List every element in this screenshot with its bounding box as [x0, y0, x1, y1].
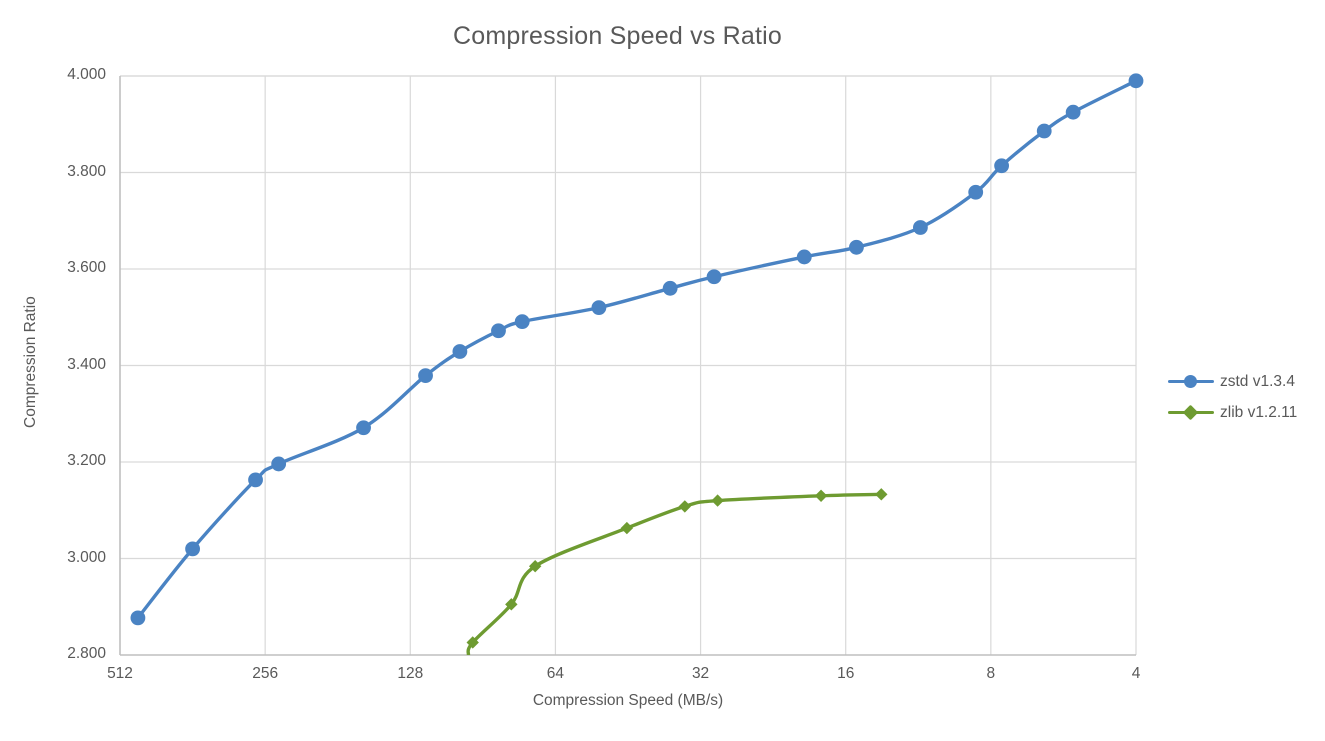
- legend-label-zstd: zstd v1.3.4: [1220, 372, 1295, 390]
- data-point-zstd-15[interactable]: [968, 184, 984, 200]
- x-tick-label: 4: [1131, 665, 1141, 682]
- data-point-zstd-1[interactable]: [185, 541, 200, 557]
- data-point-zstd-18[interactable]: [1065, 104, 1081, 120]
- data-point-zstd-12[interactable]: [796, 249, 812, 265]
- data-point-zstd-2[interactable]: [248, 472, 263, 488]
- x-tick-label: 8: [986, 665, 996, 682]
- legend-item-zstd[interactable]: zstd v1.3.4: [1168, 366, 1297, 397]
- legend-item-zlib[interactable]: zlib v1.2.11: [1168, 397, 1297, 428]
- data-point-zlib-6[interactable]: [711, 494, 724, 507]
- chart-title: Compression Speed vs Ratio: [453, 22, 782, 50]
- data-point-zstd-5[interactable]: [418, 368, 433, 384]
- data-point-zlib-5[interactable]: [678, 500, 692, 513]
- data-point-zstd-14[interactable]: [913, 220, 928, 235]
- legend-key-zstd-icon: [1168, 373, 1214, 391]
- x-tick-label: 32: [691, 665, 710, 682]
- data-point-zstd-16[interactable]: [994, 158, 1009, 174]
- series-line-zstd: [136, 79, 1136, 620]
- x-tick-label: 64: [546, 665, 565, 682]
- data-point-zstd-0[interactable]: [130, 610, 146, 626]
- y-tick-label: 3.000: [67, 548, 106, 566]
- y-tick-label: 3.600: [67, 259, 106, 276]
- data-point-zstd-3[interactable]: [271, 456, 287, 472]
- legend-key-zlib-icon: [1168, 404, 1214, 422]
- y-tick-label: 2.800: [67, 645, 106, 662]
- data-point-zstd-9[interactable]: [591, 300, 607, 315]
- legend-label-zlib: zlib v1.2.11: [1220, 403, 1298, 421]
- y-tick-label: 3.800: [67, 162, 106, 180]
- y-tick-label: 3.400: [67, 355, 106, 373]
- data-point-zstd-11[interactable]: [706, 269, 722, 285]
- x-tick-label: 512: [107, 665, 133, 682]
- data-point-zlib-4[interactable]: [620, 521, 634, 535]
- x-axis-label: Compression Speed (MB/s): [532, 692, 724, 709]
- chart-legend: zstd v1.3.4 zlib v1.2.11: [1168, 366, 1297, 428]
- data-point-zstd-4[interactable]: [356, 420, 371, 436]
- data-point-zstd-17[interactable]: [1036, 123, 1052, 139]
- series-line-zlib: [466, 492, 883, 655]
- x-tick-label: 16: [837, 665, 855, 682]
- data-point-zstd-6[interactable]: [452, 344, 468, 359]
- data-point-zstd-19[interactable]: [1128, 73, 1144, 89]
- data-point-zstd-13[interactable]: [849, 239, 864, 255]
- x-tick-label: 128: [397, 665, 424, 682]
- y-tick-label: 3.200: [67, 452, 106, 469]
- data-point-zlib-8[interactable]: [875, 488, 888, 501]
- data-point-zlib-3[interactable]: [528, 560, 542, 573]
- y-tick-label: 4.000: [67, 66, 106, 83]
- data-point-zstd-7[interactable]: [491, 323, 506, 339]
- x-tick-label: 256: [252, 665, 279, 682]
- data-point-zlib-7[interactable]: [814, 489, 828, 502]
- data-point-zstd-8[interactable]: [514, 314, 530, 329]
- data-point-zlib-1[interactable]: [466, 636, 479, 649]
- data-point-zlib-2[interactable]: [505, 598, 518, 611]
- data-point-zstd-10[interactable]: [662, 280, 678, 296]
